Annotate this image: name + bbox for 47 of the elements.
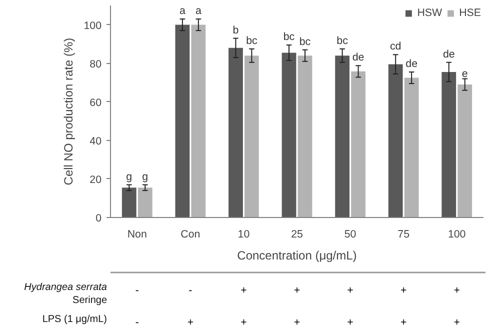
y-tick-label: 0 <box>96 212 102 224</box>
data-label: de <box>352 52 364 64</box>
x-tick-label: 100 <box>448 228 466 240</box>
data-label: b <box>232 24 239 36</box>
y-tick-label: 20 <box>90 174 102 186</box>
data-label: bc <box>246 34 258 47</box>
text: + <box>187 316 194 328</box>
x-tick-label: 50 <box>344 228 356 240</box>
data-label: bc <box>299 36 312 48</box>
text: + <box>454 284 460 296</box>
data-label: de <box>406 58 418 70</box>
x-tick-label: Con <box>180 228 200 240</box>
x-tick-label: 10 <box>238 228 250 240</box>
data-label: g <box>126 170 132 183</box>
x-axis-title: Concentration (μg/mL) <box>237 248 357 262</box>
y-axis-title: Cell NO production rate (%) <box>62 38 76 186</box>
data-label: de <box>442 48 455 60</box>
y-tick-label: 40 <box>90 135 102 148</box>
data-label: bc <box>283 31 296 44</box>
text: - <box>188 284 193 296</box>
text: LPS (1 μg/mL) <box>42 314 107 325</box>
y-tick-label: 80 <box>90 58 102 70</box>
data-label: g <box>142 170 148 183</box>
text: + <box>454 316 460 328</box>
data-label: e <box>462 68 468 80</box>
text: + <box>400 316 407 328</box>
text: + <box>240 316 247 328</box>
data-label: a <box>179 5 186 18</box>
x-tick-label: 25 <box>291 228 303 240</box>
legend-label: HSW <box>417 7 442 19</box>
data-label: a <box>195 5 202 18</box>
text: - <box>135 284 140 296</box>
data-label: bc <box>336 34 349 47</box>
text: + <box>400 284 407 296</box>
text: + <box>347 316 354 328</box>
x-tick-label: 75 <box>398 228 410 240</box>
text: - <box>135 316 140 328</box>
text: Hydrangea serrata Seringe <box>24 282 107 306</box>
y-tick-label: 60 <box>90 96 102 109</box>
text: + <box>294 316 300 328</box>
text: + <box>347 284 354 296</box>
x-tick-label: Non <box>127 228 147 240</box>
legend-label: HSE <box>459 7 481 19</box>
text: + <box>240 284 247 296</box>
y-tick-label: 100 <box>84 20 102 32</box>
text: + <box>294 284 300 296</box>
data-label: cd <box>390 40 402 53</box>
